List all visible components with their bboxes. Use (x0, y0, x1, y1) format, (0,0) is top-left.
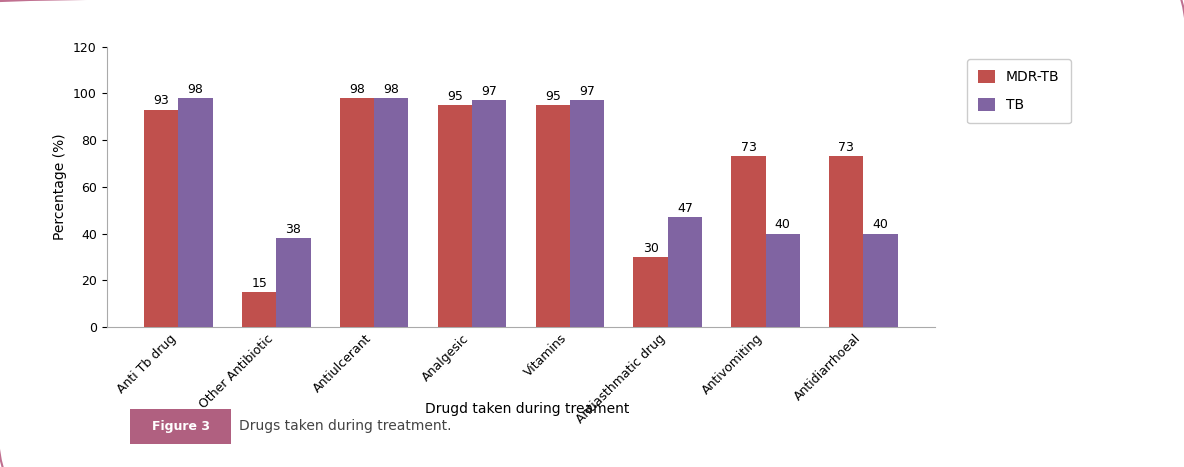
Bar (732, 156, 766, 327)
Bar (438, 105, 472, 327)
Text: 40: 40 (774, 218, 791, 231)
Text: 73: 73 (740, 141, 757, 154)
Bar (472, 100, 507, 327)
Text: Drugs taken during treatment.: Drugs taken during treatment. (239, 419, 451, 433)
Bar (374, 98, 408, 327)
Bar (766, 234, 800, 327)
Text: 30: 30 (643, 241, 658, 255)
Bar (633, 257, 668, 327)
Text: Figure 3: Figure 3 (152, 420, 210, 432)
Text: 97: 97 (481, 85, 497, 98)
Bar (570, 100, 604, 327)
Bar (829, 156, 863, 327)
Text: 95: 95 (545, 90, 561, 103)
Text: 47: 47 (677, 202, 693, 215)
Bar (144, 110, 179, 327)
Text: 73: 73 (838, 141, 854, 154)
Text: 93: 93 (154, 94, 169, 107)
Bar (179, 98, 213, 327)
Bar (535, 105, 570, 327)
Text: 98: 98 (349, 83, 365, 96)
Text: 40: 40 (873, 218, 888, 231)
Legend: MDR-TB, TB: MDR-TB, TB (967, 59, 1070, 123)
Y-axis label: Percentage (%): Percentage (%) (53, 134, 67, 240)
Text: 38: 38 (285, 223, 302, 236)
Text: 98: 98 (188, 83, 204, 96)
Text: 15: 15 (251, 276, 268, 290)
FancyBboxPatch shape (130, 409, 231, 444)
Text: 97: 97 (579, 85, 594, 98)
Bar (668, 217, 702, 327)
Bar (863, 234, 897, 327)
Text: 98: 98 (384, 83, 399, 96)
Bar (242, 292, 276, 327)
Bar (340, 98, 374, 327)
Bar (276, 238, 310, 327)
Text: Drugd taken during treament: Drugd taken during treament (425, 402, 629, 416)
Text: 95: 95 (448, 90, 463, 103)
